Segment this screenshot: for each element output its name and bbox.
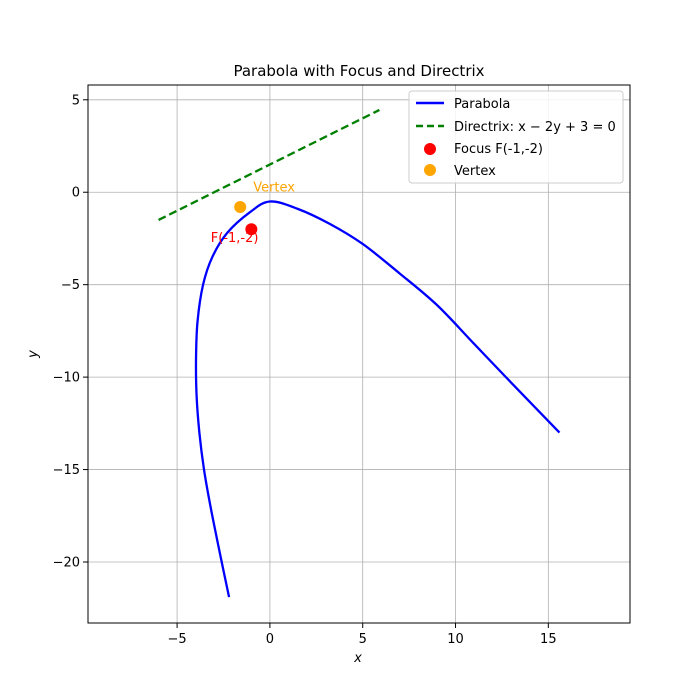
y-tick-label: 0 <box>72 186 80 201</box>
axis-ticks: −5 0 5 10 15 −20 −15 −10 −5 0 5 <box>53 93 557 647</box>
y-tick-label: 5 <box>72 93 80 108</box>
x-axis-label: x <box>353 651 362 666</box>
parabola-curve <box>194 200 561 598</box>
y-tick-label: −15 <box>53 463 80 478</box>
legend-parabola-label: Parabola <box>454 97 510 112</box>
legend-directrix-label: Directrix: x − 2y + 3 = 0 <box>454 120 616 135</box>
x-tick-label: 10 <box>447 632 464 647</box>
focus-point <box>245 223 258 236</box>
x-tick-label: 15 <box>540 632 557 647</box>
y-tick-label: −10 <box>53 371 80 386</box>
legend-vertex-label: Vertex <box>454 164 496 179</box>
y-tick-label: −5 <box>61 278 80 293</box>
chart-title: Parabola with Focus and Directrix <box>233 62 484 80</box>
plot-content: Vertex F(-1,-2) <box>158 108 561 598</box>
x-tick-label: −5 <box>168 632 187 647</box>
plot-frame <box>87 84 631 624</box>
legend: Parabola Directrix: x − 2y + 3 = 0 Focus… <box>408 90 624 184</box>
legend-box <box>408 90 624 184</box>
x-tick-label: 5 <box>359 632 367 647</box>
vertex-annotation: Vertex <box>253 180 295 195</box>
x-tick-label: 0 <box>266 632 274 647</box>
vertex-point <box>234 201 247 214</box>
directrix-line <box>158 108 380 221</box>
focus-annotation: F(-1,-2) <box>211 231 259 246</box>
legend-focus-marker <box>424 143 436 155</box>
y-tick-label: −20 <box>53 555 80 570</box>
legend-focus-label: Focus F(-1,-2) <box>454 142 543 157</box>
legend-vertex-marker <box>424 164 436 176</box>
y-axis-label: y <box>26 350 41 359</box>
